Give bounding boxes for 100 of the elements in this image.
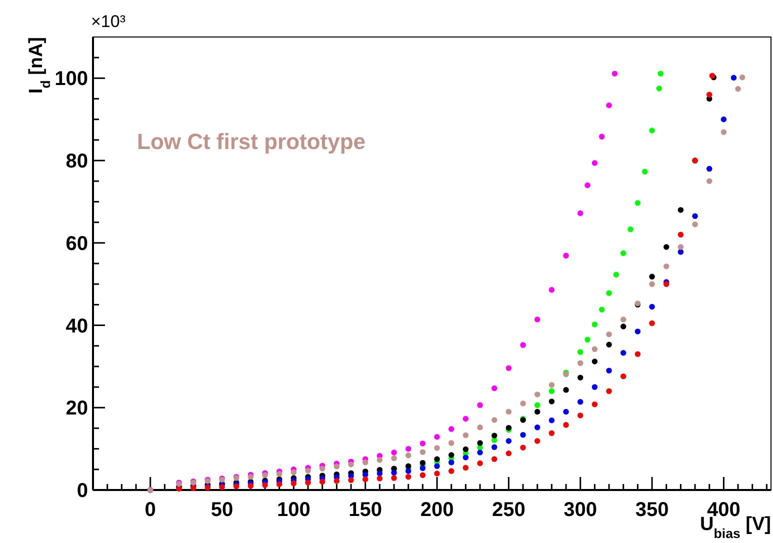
point — [534, 408, 540, 415]
point — [620, 324, 626, 330]
point — [534, 424, 540, 430]
point — [649, 128, 655, 134]
text: ×10³ — [91, 12, 126, 31]
point — [477, 440, 483, 446]
point — [620, 250, 626, 256]
point — [448, 460, 454, 466]
point — [491, 417, 498, 423]
point — [592, 358, 598, 364]
point — [548, 430, 555, 436]
point — [663, 264, 670, 270]
point — [577, 360, 584, 366]
point — [506, 365, 512, 371]
point — [434, 456, 440, 462]
point — [548, 286, 555, 293]
point — [348, 477, 354, 483]
point — [592, 401, 598, 408]
point — [362, 460, 368, 466]
point — [563, 387, 569, 393]
point — [720, 129, 727, 135]
point — [405, 452, 412, 458]
point — [477, 424, 483, 430]
point — [448, 452, 454, 458]
point — [391, 475, 397, 481]
point — [634, 200, 641, 206]
point — [491, 432, 498, 439]
point — [305, 468, 311, 474]
point — [577, 412, 584, 418]
x-tick-label: 100 — [276, 499, 310, 521]
point — [678, 249, 684, 255]
point — [448, 440, 454, 446]
point — [739, 74, 746, 80]
point — [577, 399, 584, 405]
point — [319, 466, 326, 472]
point — [598, 306, 605, 312]
point — [348, 462, 354, 468]
y-tick-label: 60 — [66, 232, 88, 255]
point — [563, 422, 569, 428]
point — [248, 483, 254, 489]
point — [420, 472, 426, 478]
x-tick-label: 150 — [348, 499, 382, 521]
point — [506, 450, 512, 456]
point — [592, 322, 598, 328]
point — [658, 70, 664, 77]
point — [706, 92, 712, 98]
point — [548, 398, 555, 404]
point — [462, 464, 469, 471]
point — [477, 460, 483, 466]
y-tick-label: 80 — [66, 150, 88, 173]
point — [362, 476, 368, 482]
point — [649, 274, 655, 280]
point — [613, 272, 620, 278]
point — [620, 350, 626, 356]
point — [376, 457, 383, 463]
point — [520, 342, 526, 348]
point — [606, 102, 612, 108]
point — [620, 316, 626, 322]
point — [592, 384, 598, 390]
point — [606, 368, 612, 374]
point — [520, 400, 526, 406]
point — [606, 290, 612, 296]
x-tick-label: 50 — [210, 499, 234, 521]
x-tick-label: 200 — [420, 499, 454, 521]
point — [534, 402, 540, 408]
point — [649, 281, 655, 287]
point — [434, 463, 440, 469]
point — [577, 210, 584, 216]
point — [620, 373, 626, 380]
point — [706, 178, 712, 184]
point — [405, 463, 412, 469]
point — [420, 465, 426, 472]
point — [634, 328, 641, 334]
point — [649, 304, 655, 310]
point — [548, 388, 555, 394]
point — [706, 166, 712, 172]
point — [649, 320, 655, 326]
point — [420, 460, 426, 466]
point — [276, 471, 282, 477]
point — [391, 450, 397, 456]
point — [548, 382, 555, 388]
point — [634, 351, 641, 357]
point — [434, 445, 440, 451]
point — [520, 444, 526, 450]
x-tick-label: 250 — [492, 499, 526, 521]
point — [262, 472, 268, 478]
point — [656, 86, 662, 92]
point — [434, 434, 440, 440]
point — [563, 408, 569, 415]
point — [692, 213, 698, 220]
point — [376, 476, 383, 482]
y-tick-label: 40 — [66, 315, 88, 338]
point — [420, 440, 426, 446]
point — [606, 342, 612, 348]
point — [448, 426, 454, 432]
point — [334, 478, 340, 484]
point — [491, 456, 498, 462]
point — [606, 388, 612, 394]
point — [592, 160, 598, 166]
point — [577, 374, 584, 380]
